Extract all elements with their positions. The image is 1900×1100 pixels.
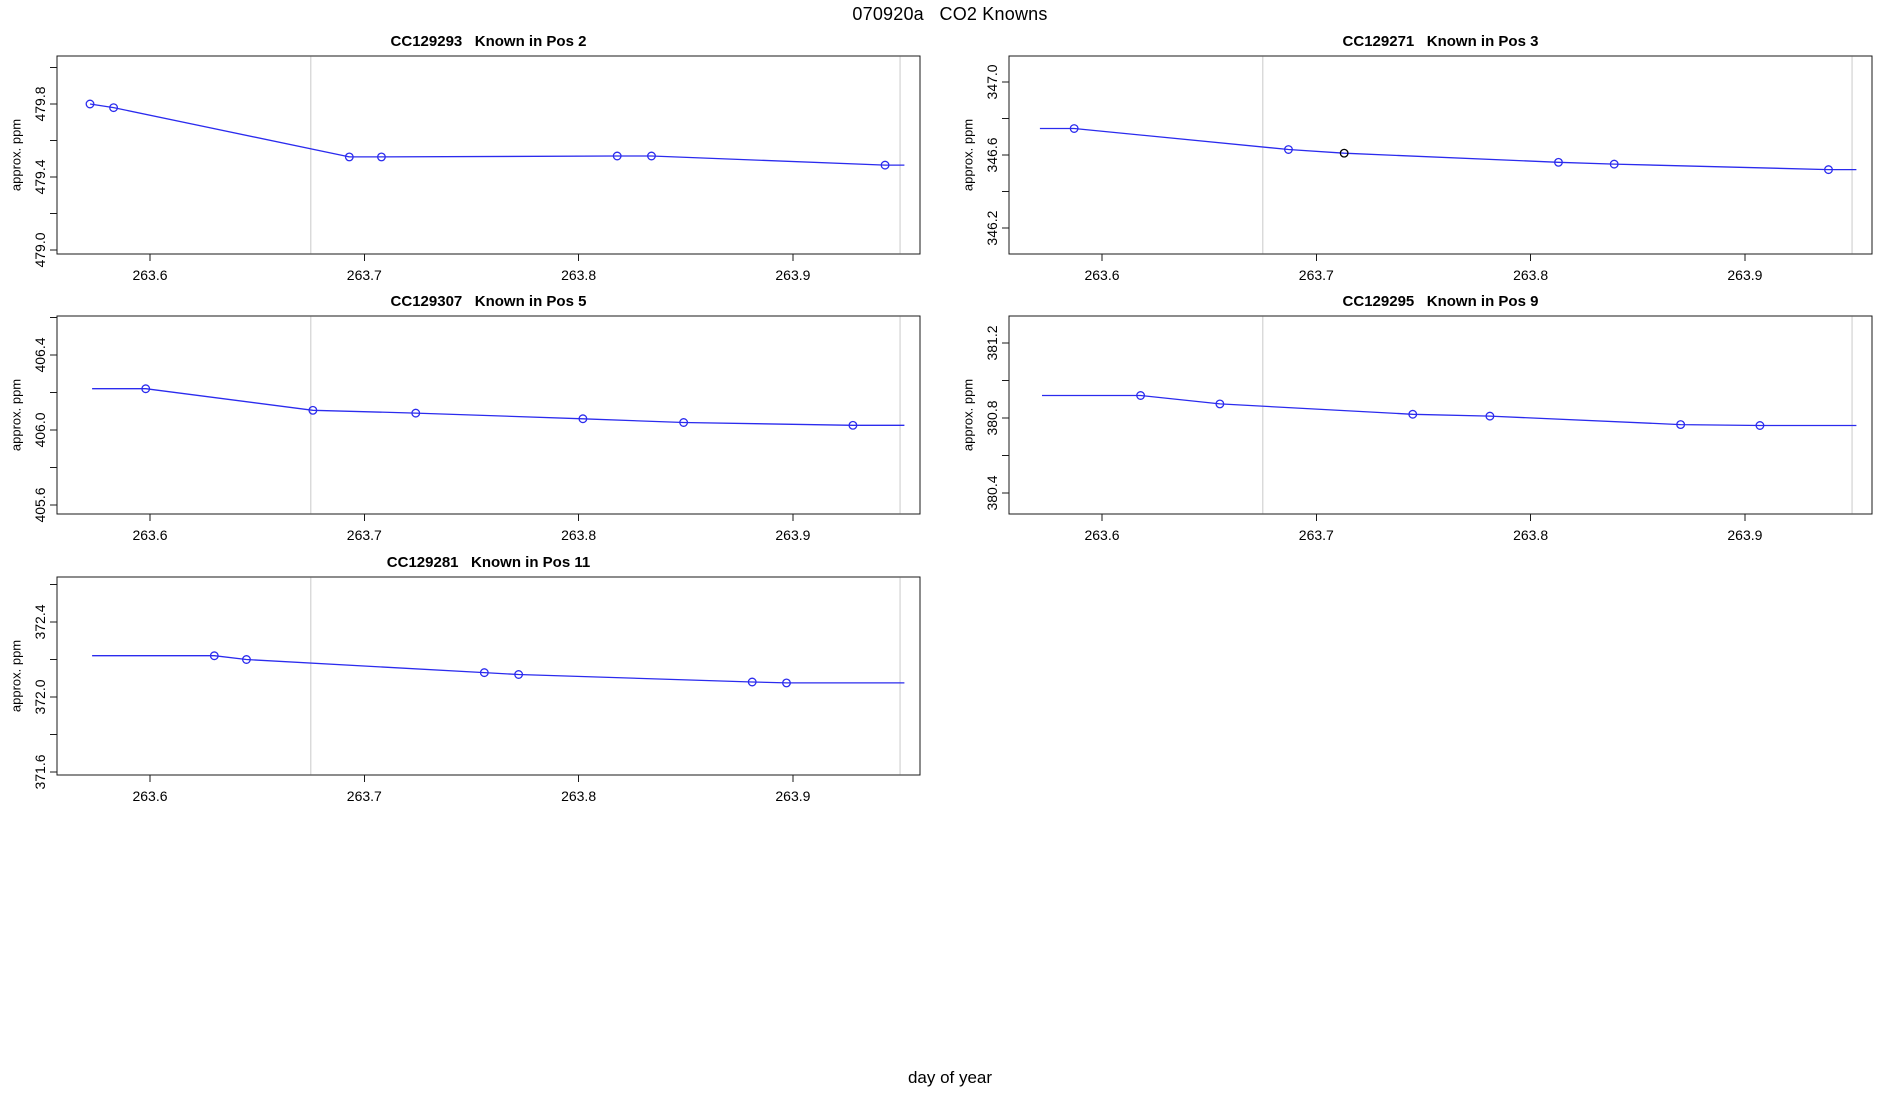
plot-box (56, 576, 921, 776)
data-point (848, 420, 858, 430)
x-tick-label: 263.9 (1727, 267, 1762, 283)
data-point (880, 160, 890, 170)
x-tick-label: 263.9 (775, 267, 810, 283)
y-axis-label: approx. ppm (961, 379, 976, 451)
data-point (1339, 148, 1349, 158)
x-tick-label: 263.6 (1084, 267, 1119, 283)
data-point (612, 151, 622, 161)
data-point (1136, 391, 1146, 400)
subplot-CC129271: CC129271 Known in Pos 3 346.2 346.6 347.0 ap… (961, 33, 1873, 283)
data-point (241, 655, 251, 664)
x-tick-label: 263.9 (1727, 527, 1762, 543)
data-point (578, 414, 588, 424)
x-tick-label: 263.8 (561, 267, 596, 283)
data-point (141, 384, 151, 394)
data-point (1284, 145, 1293, 154)
x-tick-label: 263.6 (132, 527, 167, 543)
plot-box (56, 315, 921, 515)
data-point (1755, 421, 1765, 430)
y-tick-label: 372.0 (32, 679, 48, 714)
data-point (1554, 157, 1563, 167)
y-tick-label: 346.6 (984, 137, 1000, 172)
plot-box (56, 55, 921, 255)
data-point (747, 677, 757, 687)
data-point (209, 651, 219, 661)
data-point (1408, 409, 1418, 419)
plot-box (1008, 55, 1873, 255)
y-tick-label: 371.6 (32, 754, 48, 789)
x-tick-label: 263.9 (775, 788, 810, 804)
x-tick-label: 263.7 (347, 527, 382, 543)
x-tick-label: 263.7 (1299, 527, 1334, 543)
subplot-CC129307: CC129307 Known in Pos 5 405.6 406.0 406.4 ap… (9, 293, 921, 543)
x-tick-label: 263.6 (1084, 527, 1119, 543)
y-tick-label: 406.4 (32, 337, 48, 372)
data-point (679, 418, 689, 427)
subplot-title: CC129271 Known in Pos 3 (1343, 33, 1539, 50)
y-tick-label: 479.4 (32, 159, 48, 194)
x-axis-label: day of year (907, 1068, 993, 1087)
data-point (1824, 165, 1833, 175)
x-tick-label: 263.8 (1513, 527, 1548, 543)
x-tick-label: 263.9 (775, 527, 810, 543)
x-tick-label: 263.7 (347, 788, 382, 804)
y-tick-label: 479.0 (32, 232, 48, 267)
series-line (1039, 127, 1857, 171)
y-axis-label: approx. ppm (9, 640, 24, 712)
subplot-CC129281: CC129281 Known in Pos 11 371.6 372.0 372.4 a… (9, 554, 921, 804)
data-point (1676, 420, 1686, 430)
data-point (344, 152, 354, 162)
figure-title: 070920a CO2 Knowns (852, 4, 1048, 24)
subplot-title: CC129281 Known in Pos 11 (387, 554, 590, 571)
subplot-title: CC129293 Known in Pos 2 (391, 33, 587, 50)
data-point (1069, 124, 1079, 133)
subplot-title: CC129295 Known in Pos 9 (1343, 293, 1539, 310)
x-tick-label: 263.8 (561, 788, 596, 804)
subplot-title: CC129307 Known in Pos 5 (391, 293, 587, 310)
data-point (647, 151, 656, 161)
x-tick-label: 263.6 (132, 788, 167, 804)
y-axis-label: approx. ppm (9, 119, 24, 191)
y-tick-label: 406.0 (32, 412, 48, 447)
data-point (308, 405, 318, 415)
plot-box (1008, 315, 1873, 515)
series-line (89, 103, 905, 166)
data-point (1215, 399, 1225, 409)
y-tick-label: 347.0 (984, 64, 1000, 99)
y-tick-label: 372.4 (32, 604, 48, 639)
data-point (411, 408, 421, 418)
data-point (514, 670, 524, 679)
x-tick-label: 263.7 (347, 267, 382, 283)
y-tick-label: 479.8 (32, 86, 48, 121)
y-tick-label: 381.2 (984, 325, 1000, 360)
series-line (92, 388, 905, 426)
x-tick-label: 263.7 (1299, 267, 1334, 283)
data-point (109, 103, 119, 113)
x-tick-label: 263.8 (1513, 267, 1548, 283)
data-point (479, 668, 489, 678)
subplot-CC129295: CC129295 Known in Pos 9 380.4 380.8 381.2 ap… (961, 293, 1873, 543)
y-tick-label: 380.8 (984, 400, 1000, 435)
data-point (782, 678, 791, 688)
data-point (377, 152, 386, 162)
data-point (1609, 159, 1619, 169)
y-tick-label: 346.2 (984, 210, 1000, 245)
x-tick-label: 263.6 (132, 267, 167, 283)
y-axis-label: approx. ppm (9, 379, 24, 451)
x-tick-label: 263.8 (561, 527, 596, 543)
y-tick-label: 380.4 (984, 475, 1000, 510)
data-point (85, 99, 95, 109)
y-tick-label: 405.6 (32, 487, 48, 522)
subplot-CC129293: CC129293 Known in Pos 2 479.0 479.4 479.8 ap… (9, 33, 921, 283)
series-line (1042, 394, 1857, 427)
series-line (92, 655, 905, 684)
data-point (1485, 411, 1495, 421)
y-axis-label: approx. ppm (961, 119, 976, 191)
